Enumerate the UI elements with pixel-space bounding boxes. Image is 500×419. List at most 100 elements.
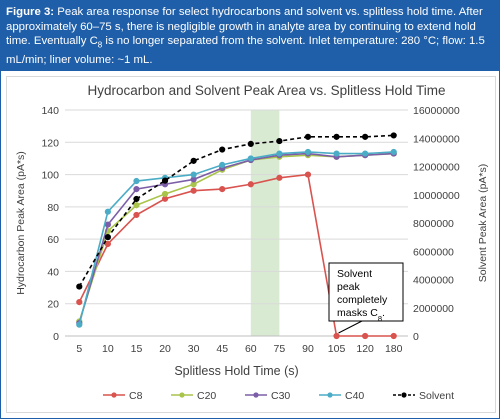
data-point-c8 [133,211,140,219]
data-point-c40 [304,148,312,156]
x-tick-label: 120 [356,343,374,355]
y2-tick-label: 4000000 [413,275,454,287]
x-axis-label: Splitless Hold Time (s) [174,364,298,378]
data-point-solvent [304,133,312,140]
legend-label: C8 [129,390,143,402]
y2-axis-label: Solvent Peak Area (pA*s) [477,164,489,282]
y-tick-label: 120 [41,137,59,149]
annotation-pointer [338,320,363,334]
y2-tick-label: 8000000 [413,218,454,230]
legend-label: Solvent [419,390,454,402]
caption-text-b: is no longer separated from the solvent.… [6,35,485,67]
legend-marker [253,392,259,398]
y2-tick-label: 6000000 [413,246,454,258]
series-line-c8 [78,173,394,337]
annotation-line: masks C8. [337,307,385,323]
legend-marker [179,392,185,398]
y2-tick-label: 14000000 [413,133,460,145]
legend-label: C20 [197,390,216,402]
caption-lead: Figure 3: [6,6,55,18]
data-point-c8 [247,181,254,188]
series-line-c30 [78,152,394,324]
y-tick-label: 140 [41,105,59,117]
series-line-solvent [78,134,394,287]
chart-title: Hydrocarbon and Solvent Peak Area vs. Sp… [88,83,446,98]
data-point-solvent [76,283,83,290]
data-point-c8 [362,332,369,340]
data-point-c8 [390,332,397,340]
x-tick-label: 5 [76,343,82,355]
data-point-c40 [276,150,283,157]
figure-caption: Figure 3: Peak area response for select … [1,1,499,71]
data-point-c8 [219,186,226,193]
annotation-suffix: . [382,307,385,319]
data-point-c40 [219,161,226,168]
series-line-c40 [78,151,394,325]
data-point-c20 [133,202,140,209]
legend-item-c20: C20 [171,390,216,402]
data-point-solvent [161,177,169,184]
y-tick-label: 20 [47,299,59,311]
data-point-c8 [333,332,340,340]
data-point-c8 [76,299,83,306]
legend-item-solvent: Solvent [393,390,454,402]
legend-label: C30 [271,390,290,402]
x-tick-label: 15 [131,343,143,355]
data-point-solvent [104,234,111,241]
data-point-c8 [190,187,197,194]
data-point-solvent [247,140,254,148]
annotation-subscript: 8 [378,314,382,323]
data-point-c20 [161,190,169,198]
data-point-c40 [390,148,397,156]
chart-area: Hydrocarbon and Solvent Peak Area vs. Sp… [6,76,496,413]
x-tick-label: 60 [245,343,257,355]
y2-tick-label: 2000000 [413,303,454,315]
data-point-solvent [362,133,369,140]
data-point-c40 [104,208,111,215]
data-point-solvent [390,132,397,139]
data-point-c8 [104,240,111,248]
data-point-solvent [190,157,197,164]
legend-marker [327,392,333,398]
y-tick-label: 100 [41,170,59,182]
y-tick-label: 80 [47,202,59,214]
annotation-line: Solvent [337,268,372,280]
data-point-solvent [219,146,226,153]
data-point-c40 [362,150,369,157]
chart-svg: Hydrocarbon and Solvent Peak Area vs. Sp… [15,83,489,402]
data-point-c8 [304,171,312,178]
x-tick-label: 105 [328,343,346,355]
x-tick-label: 90 [302,343,314,355]
annotation-line: peak [337,281,361,293]
legend-marker [111,392,117,398]
y-tick-label: 0 [53,331,59,343]
data-point-c40 [333,150,340,157]
legend-item-c40: C40 [319,390,364,402]
legend-marker [401,392,407,398]
highlight-band [250,110,280,336]
data-point-c40 [133,177,140,185]
data-point-c30 [133,186,140,193]
data-point-c40 [247,155,254,162]
y2-tick-label: 10000000 [413,190,460,202]
data-point-solvent [133,195,140,203]
y2-tick-label: 0 [413,331,419,343]
data-point-c40 [190,171,197,178]
caption-text-a: Peak area response for select hydrocarbo… [6,6,483,48]
annotation-line: completely [337,294,388,306]
y-tick-label: 60 [47,234,59,246]
y2-tick-label: 16000000 [413,105,460,117]
y-axis-label: Hydrocarbon Peak Area (pA*s) [15,151,27,295]
data-point-c40 [76,321,83,328]
x-tick-label: 45 [216,343,228,355]
x-tick-label: 20 [159,343,171,355]
caption-subscript: 8 [97,40,103,50]
data-point-solvent [276,137,283,145]
data-point-c8 [276,174,283,181]
data-point-solvent [333,133,340,140]
x-tick-label: 10 [102,343,114,355]
legend-item-c8: C8 [103,390,143,402]
x-tick-label: 75 [274,343,286,355]
y-tick-label: 40 [47,266,59,278]
